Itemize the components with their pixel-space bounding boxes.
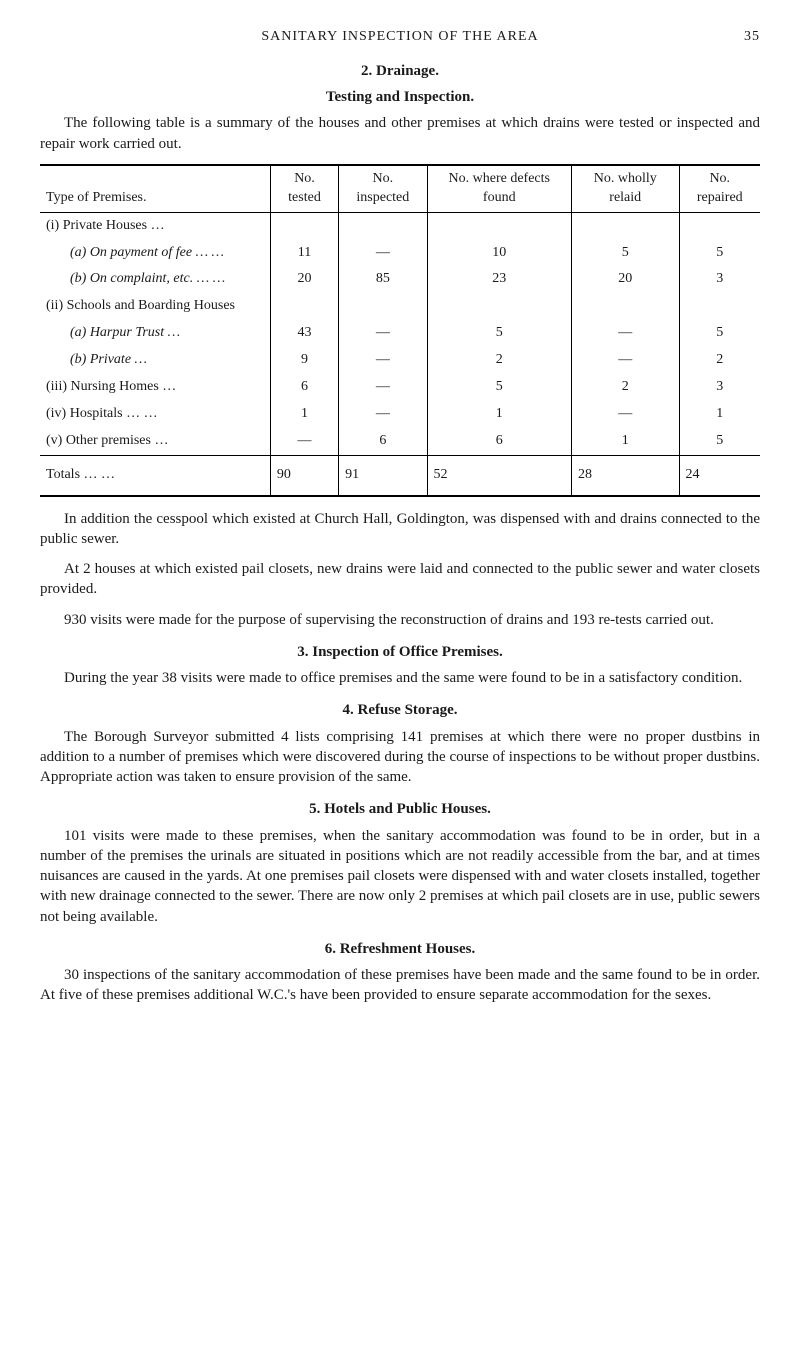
row-value: —: [571, 347, 679, 374]
row-value: 6: [270, 374, 338, 401]
row-value: 6: [339, 428, 427, 455]
row-label: (a) On payment of fee … …: [40, 240, 270, 267]
col-inspected: No. inspected: [339, 165, 427, 212]
row-value: 20: [270, 266, 338, 293]
row-label: (a) Harpur Trust …: [40, 320, 270, 347]
table-row: (b) On complaint, etc. … …208523203: [40, 266, 760, 293]
table-row: (ii) Schools and Boarding Houses: [40, 293, 760, 320]
row-value: 5: [679, 428, 760, 455]
table-row: (v) Other premises …—6615: [40, 428, 760, 455]
sec4-body: The Borough Surveyor submitted 4 lists c…: [40, 727, 760, 788]
row-value: —: [339, 320, 427, 347]
sec2-title: 2. Drainage.: [40, 61, 760, 81]
row-label: (i) Private Houses …: [40, 212, 270, 239]
running-head: SANITARY INSPECTION OF THE AREA: [80, 28, 720, 47]
sec3-body: During the year 38 visits were made to o…: [40, 668, 760, 688]
totals-v1: 91: [339, 455, 427, 495]
row-value: 2: [427, 347, 571, 374]
sec2-subtitle: Testing and Inspection.: [40, 87, 760, 107]
sec5-body: 101 visits were made to these premises, …: [40, 826, 760, 927]
row-value: [427, 293, 571, 320]
col-repaired: No. repaired: [679, 165, 760, 212]
row-value: 5: [679, 320, 760, 347]
totals-label: Totals … …: [40, 455, 270, 495]
row-value: —: [339, 240, 427, 267]
table-row: (iv) Hospitals … …1—1—1: [40, 401, 760, 428]
sec2-intro: The following table is a summary of the …: [40, 113, 760, 154]
row-label: (iii) Nursing Homes …: [40, 374, 270, 401]
after-p1: In addition the cesspool which existed a…: [40, 509, 760, 550]
row-label: (iv) Hospitals … …: [40, 401, 270, 428]
row-value: 10: [427, 240, 571, 267]
row-value: 11: [270, 240, 338, 267]
row-value: 5: [571, 240, 679, 267]
table-row: (a) On payment of fee … …11—1055: [40, 240, 760, 267]
row-value: [571, 212, 679, 239]
after-p3: 930 visits were made for the purpose of …: [40, 610, 760, 630]
row-value: 1: [571, 428, 679, 455]
after-p2: At 2 houses at which existed pail closet…: [40, 559, 760, 600]
row-value: [571, 293, 679, 320]
table-row: (b) Private …9—2—2: [40, 347, 760, 374]
table-header-row: Type of Premises. No. tested No. inspect…: [40, 165, 760, 212]
table-row: (i) Private Houses …: [40, 212, 760, 239]
totals-v2: 52: [427, 455, 571, 495]
row-value: —: [339, 401, 427, 428]
row-label: (b) On complaint, etc. … …: [40, 266, 270, 293]
row-value: 5: [679, 240, 760, 267]
row-value: 5: [427, 374, 571, 401]
row-value: 6: [427, 428, 571, 455]
row-value: —: [571, 320, 679, 347]
sec6-title: 6. Refreshment Houses.: [40, 939, 760, 959]
row-value: 1: [270, 401, 338, 428]
row-value: 23: [427, 266, 571, 293]
totals-v3: 28: [571, 455, 679, 495]
row-value: [427, 212, 571, 239]
row-value: [270, 293, 338, 320]
drainage-table: Type of Premises. No. tested No. inspect…: [40, 164, 760, 497]
row-value: [339, 293, 427, 320]
row-label: (ii) Schools and Boarding Houses: [40, 293, 270, 320]
col-tested: No. tested: [270, 165, 338, 212]
row-value: 9: [270, 347, 338, 374]
sec3-title: 3. Inspection of Office Premises.: [40, 642, 760, 662]
row-value: 3: [679, 266, 760, 293]
row-value: —: [571, 401, 679, 428]
col-relaid: No. wholly relaid: [571, 165, 679, 212]
row-value: 1: [427, 401, 571, 428]
row-value: 2: [571, 374, 679, 401]
row-value: 5: [427, 320, 571, 347]
row-value: 3: [679, 374, 760, 401]
row-value: [679, 212, 760, 239]
sec4-title: 4. Refuse Storage.: [40, 700, 760, 720]
header-spacer: [40, 28, 80, 47]
row-value: [339, 212, 427, 239]
table-totals-row: Totals … … 90 91 52 28 24: [40, 455, 760, 495]
table-row: (iii) Nursing Homes …6—523: [40, 374, 760, 401]
sec5-title: 5. Hotels and Public Houses.: [40, 799, 760, 819]
totals-v4: 24: [679, 455, 760, 495]
totals-v0: 90: [270, 455, 338, 495]
row-value: [270, 212, 338, 239]
row-value: —: [339, 374, 427, 401]
row-value: 2: [679, 347, 760, 374]
row-value: 85: [339, 266, 427, 293]
table-row: (a) Harpur Trust …43—5—5: [40, 320, 760, 347]
row-value: 43: [270, 320, 338, 347]
page-header: SANITARY INSPECTION OF THE AREA 35: [40, 28, 760, 47]
row-value: —: [270, 428, 338, 455]
row-value: 20: [571, 266, 679, 293]
col-defects: No. where defects found: [427, 165, 571, 212]
row-value: 1: [679, 401, 760, 428]
row-value: [679, 293, 760, 320]
sec6-body: 30 inspections of the sanitary accommoda…: [40, 965, 760, 1006]
row-label: (v) Other premises …: [40, 428, 270, 455]
row-value: —: [339, 347, 427, 374]
col-type: Type of Premises.: [40, 165, 270, 212]
row-label: (b) Private …: [40, 347, 270, 374]
page-number: 35: [720, 28, 760, 47]
